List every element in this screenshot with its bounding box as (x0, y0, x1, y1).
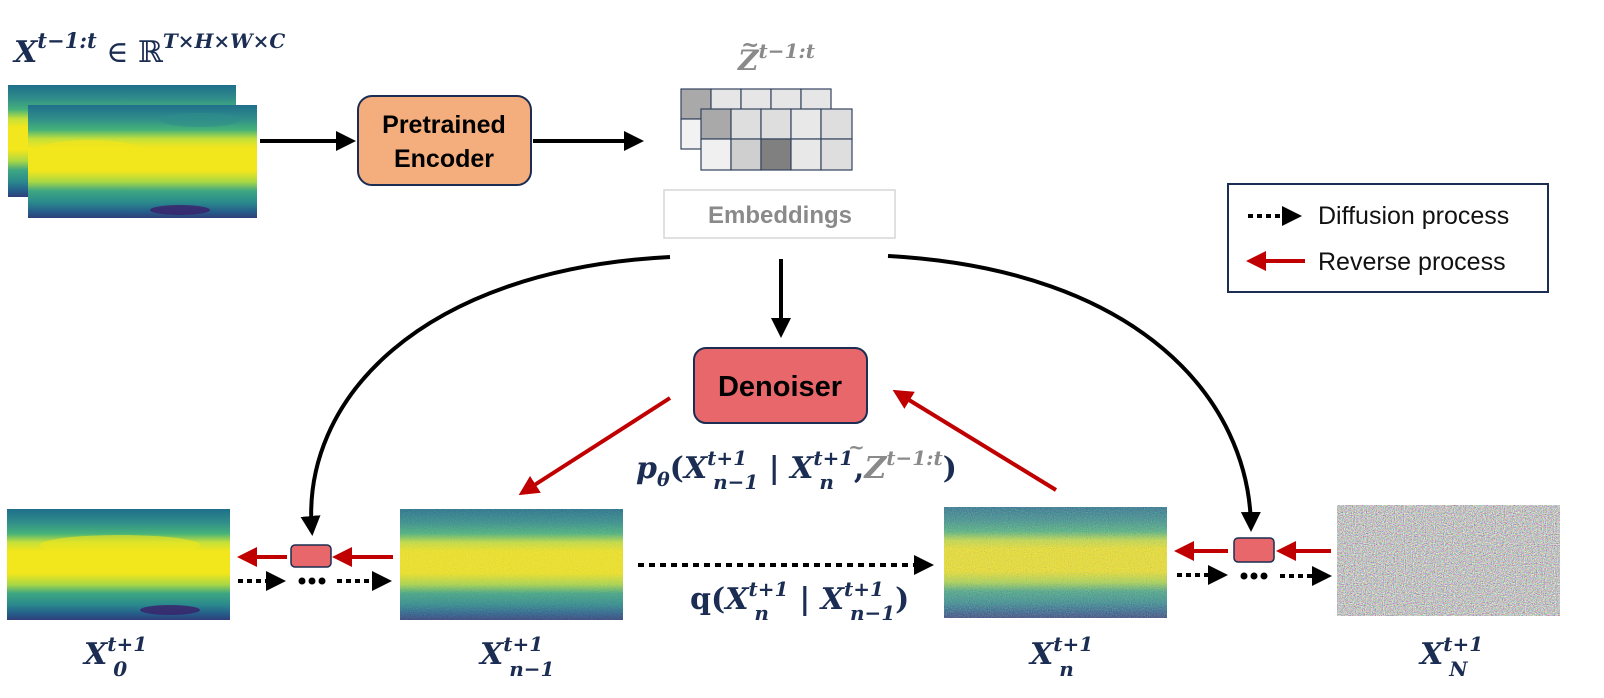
state-image-xn (944, 507, 1167, 618)
state-label-xn-1: Xt+1 n−1 (478, 632, 554, 681)
input-frame-front (28, 105, 257, 218)
reverse-formula: pθ(Xt+1 n−1 | Xt+1 n ,Zt−1:t) (636, 446, 957, 494)
small-denoise-step-left (290, 544, 332, 568)
embeddings-box: Embeddings (663, 189, 896, 239)
forward-formula: q(Xt+1 n | Xt+1 n−1) (690, 577, 909, 625)
state-image-xN (1337, 505, 1560, 616)
denoiser-label: Denoiser (718, 371, 842, 403)
embedding-grid-front (700, 108, 853, 171)
state-image-xn-1 (400, 509, 623, 620)
small-denoise-step-right (1233, 537, 1275, 563)
reverse-arrow-out-of-denoiser (518, 396, 672, 496)
condition-arrow-left (300, 255, 671, 536)
embedding-tilde: ~ (741, 32, 759, 58)
encoder-label-line2: Encoder (394, 145, 494, 173)
state-label-xN: Xt+1 N (1418, 632, 1483, 681)
embedding-label: Zt−1:t (737, 39, 816, 77)
ellipsis-left (298, 577, 326, 585)
pretrained-encoder-block: Pretrained Encoder (357, 95, 532, 186)
legend-diffusion-label: Diffusion process (1318, 202, 1509, 230)
state-label-xn: Xt+1 n (1028, 632, 1093, 681)
reverse-arrow-into-denoiser (892, 389, 1058, 492)
embeddings-label: Embeddings (708, 202, 852, 229)
reverse-formula-tilde: ~ (848, 435, 865, 459)
encoder-label-line1: Pretrained (382, 111, 506, 139)
input-label: Xt−1:t ∈ ℝT×H×W×C (12, 28, 285, 70)
denoiser-block: Denoiser (693, 347, 868, 424)
legend: Diffusion process Reverse process (1227, 183, 1549, 293)
legend-reverse-label: Reverse process (1318, 248, 1506, 276)
ellipsis-right (1240, 572, 1268, 580)
state-label-x0: Xt+1 0 (82, 632, 147, 681)
state-image-x0 (7, 509, 230, 620)
condition-arrow-right (887, 254, 1261, 532)
